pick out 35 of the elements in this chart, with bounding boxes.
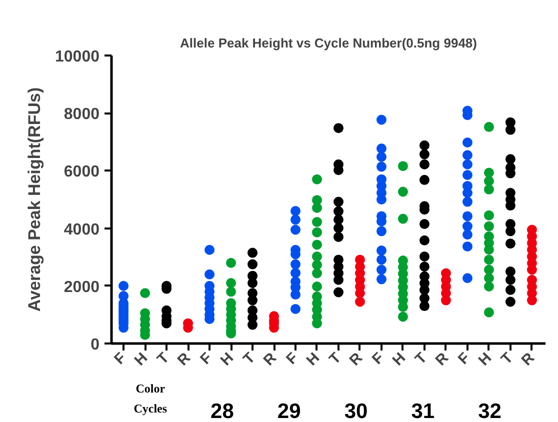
y-tick-label: 0 bbox=[90, 336, 100, 354]
x-tick-label: R bbox=[432, 349, 452, 370]
x-tick-label: R bbox=[174, 349, 194, 370]
x-tick-label: R bbox=[346, 349, 366, 370]
x-tick-label: T bbox=[154, 349, 173, 368]
y-tick-label: 6000 bbox=[64, 164, 100, 181]
text: 32 bbox=[478, 400, 502, 422]
x-tick-label: T bbox=[326, 349, 345, 368]
x-tick-label: F bbox=[197, 349, 216, 368]
x-tick-label: R bbox=[260, 349, 280, 370]
text: 30 bbox=[344, 400, 368, 422]
x-tick-label: H bbox=[217, 349, 238, 370]
x-tick-label: F bbox=[111, 349, 130, 368]
text: 31 bbox=[411, 400, 435, 422]
text: 28 bbox=[210, 400, 234, 422]
x-tick-label: H bbox=[131, 349, 152, 370]
x-tick-label: H bbox=[389, 349, 409, 370]
chart-title: Allele Peak Height vs Cycle Number(0.5ng 9948) bbox=[180, 36, 477, 50]
y-tick-label: 2000 bbox=[64, 278, 100, 296]
x-tick-label: R bbox=[518, 349, 538, 370]
y-tick-label: 4000 bbox=[64, 221, 100, 238]
x-tick-label: H bbox=[475, 349, 495, 370]
x-tick-label: T bbox=[498, 349, 516, 368]
y-tick-label: 8000 bbox=[64, 106, 100, 124]
x-tick-label: T bbox=[240, 349, 259, 368]
x-axis-title: Color bbox=[136, 382, 166, 396]
y-axis-title: Average Peak Height(RFUs) bbox=[25, 87, 44, 312]
x-tick-label: T bbox=[412, 349, 430, 368]
x-tick-label: F bbox=[454, 349, 474, 368]
x-tick-label: H bbox=[303, 349, 324, 370]
y-tick-label: 10000 bbox=[55, 48, 100, 66]
text: 29 bbox=[277, 400, 301, 422]
text: Cycles bbox=[134, 402, 168, 416]
x-tick-label: F bbox=[283, 349, 302, 368]
x-tick-label: F bbox=[369, 349, 388, 368]
